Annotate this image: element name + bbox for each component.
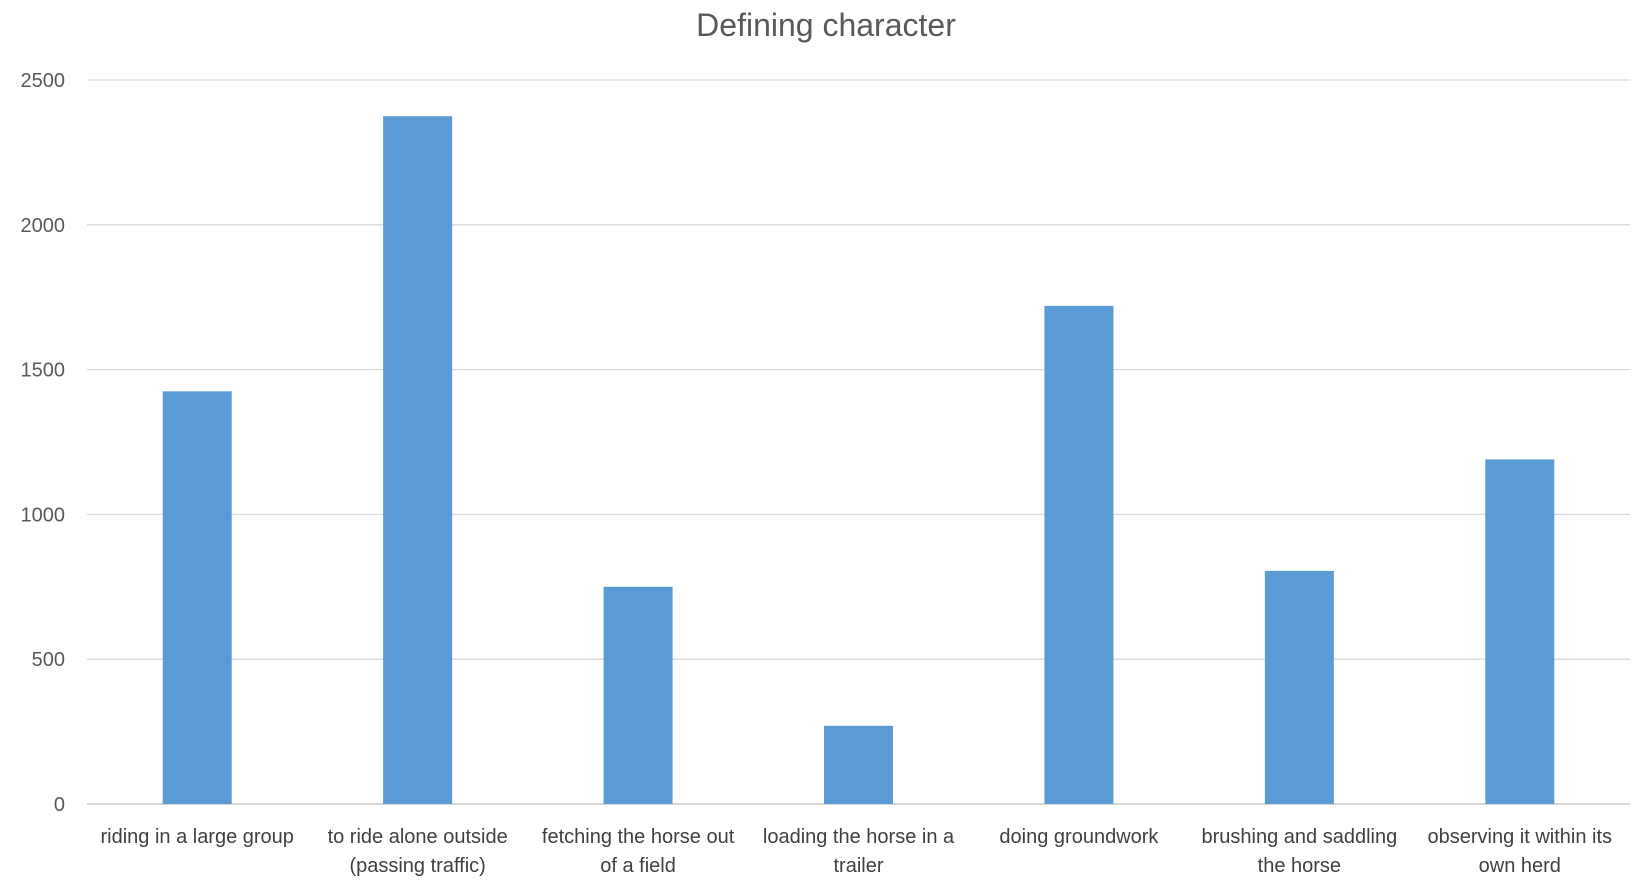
x-axis-labels: riding in a large group to ride alone out… — [100, 826, 1612, 877]
y-tick-label: 2000 — [21, 215, 66, 237]
x-tick-label: to ride alone outside — [328, 826, 508, 848]
x-tick-label: the horse — [1258, 855, 1341, 877]
bar — [1264, 570, 1334, 804]
bar — [1044, 305, 1114, 804]
x-tick-label: own herd — [1479, 855, 1561, 877]
y-tick-label: 0 — [54, 794, 65, 816]
y-tick-label: 1000 — [21, 504, 66, 526]
x-tick-label: brushing and saddling — [1202, 826, 1398, 848]
x-tick-label: fetching the horse out — [542, 826, 735, 848]
x-tick-label: loading the horse in a — [763, 826, 955, 848]
bar — [1485, 459, 1555, 804]
x-tick-label: observing it within its — [1428, 826, 1613, 848]
y-tick-label: 2500 — [21, 70, 66, 92]
y-axis-ticks: 0 500 1000 1500 2000 2500 — [21, 70, 66, 816]
bar — [824, 725, 893, 804]
chart-title: Defining character — [696, 7, 956, 43]
x-tick-label: trailer — [833, 855, 883, 877]
x-tick-label: riding in a large group — [100, 826, 293, 848]
bars — [162, 116, 1555, 804]
y-tick-label: 500 — [32, 649, 65, 671]
bar — [603, 586, 673, 804]
x-tick-label: (passing traffic) — [349, 855, 485, 877]
x-tick-label: doing groundwork — [999, 826, 1159, 848]
bar — [162, 391, 232, 804]
bar — [383, 116, 453, 804]
x-tick-label: of a field — [600, 855, 676, 877]
y-tick-label: 1500 — [21, 360, 66, 382]
gridlines — [87, 79, 1630, 805]
